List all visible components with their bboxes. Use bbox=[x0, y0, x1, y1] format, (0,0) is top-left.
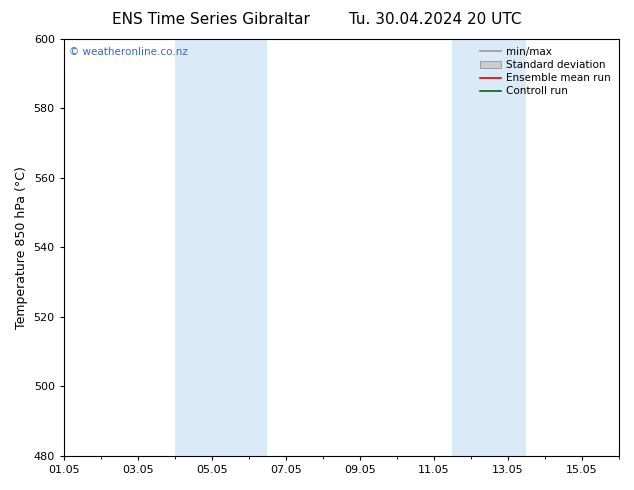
Bar bbox=[453, 39, 489, 456]
Bar bbox=[489, 39, 526, 456]
Y-axis label: Temperature 850 hPa (°C): Temperature 850 hPa (°C) bbox=[15, 166, 28, 329]
Bar bbox=[175, 39, 230, 456]
Text: ENS Time Series Gibraltar        Tu. 30.04.2024 20 UTC: ENS Time Series Gibraltar Tu. 30.04.2024… bbox=[112, 12, 522, 27]
Bar bbox=[230, 39, 268, 456]
Text: © weatheronline.co.nz: © weatheronline.co.nz bbox=[69, 47, 188, 57]
Legend: min/max, Standard deviation, Ensemble mean run, Controll run: min/max, Standard deviation, Ensemble me… bbox=[477, 44, 614, 99]
